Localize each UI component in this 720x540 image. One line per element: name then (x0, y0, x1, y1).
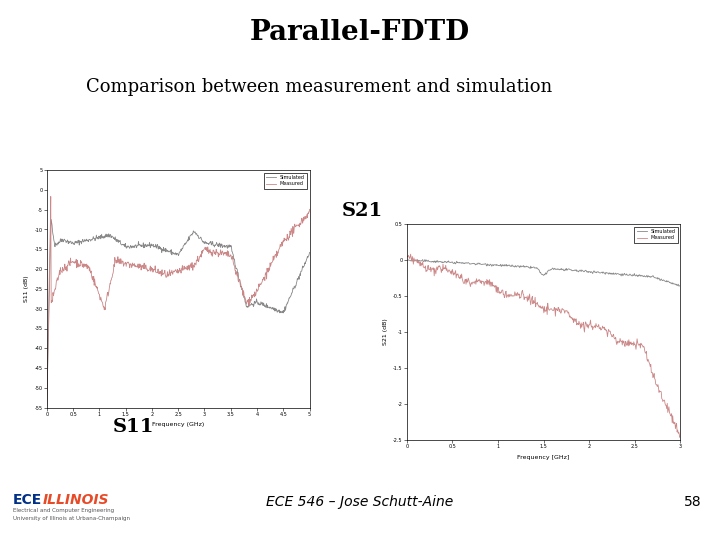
Simulated (42, 404, 51, 410)
Measured (676, 433, 685, 440)
Simulated (551, 266, 559, 273)
Legend: Simulated, Measured: Simulated, Measured (264, 173, 307, 189)
Simulated (676, 282, 685, 289)
Simulated (566, 266, 575, 273)
Simulated (533, 265, 541, 272)
Y-axis label: S11 (dB): S11 (dB) (24, 275, 29, 302)
Measured (240, 295, 249, 301)
Line: Measured: Measured (47, 197, 310, 406)
Text: S21: S21 (342, 202, 383, 220)
Simulated (218, 243, 227, 249)
Simulated (110, 237, 119, 243)
Measured (670, 420, 679, 427)
Measured (305, 206, 314, 213)
Measured (198, 250, 207, 256)
Text: ILLINOIS: ILLINOIS (43, 493, 109, 507)
Text: University of Illinois at Urbana-Champaign: University of Illinois at Urbana-Champai… (13, 516, 130, 521)
Text: S11: S11 (112, 418, 154, 436)
Measured (533, 299, 541, 306)
Measured (110, 254, 119, 261)
Measured (551, 313, 559, 320)
Simulated (535, 266, 544, 273)
Simulated (408, 256, 416, 262)
Line: Simulated: Simulated (407, 259, 680, 286)
Simulated (627, 272, 636, 279)
Line: Measured: Measured (407, 254, 680, 437)
Measured (675, 434, 684, 441)
Simulated (162, 246, 171, 252)
Y-axis label: S21 (dB): S21 (dB) (382, 319, 387, 346)
X-axis label: Frequency (GHz): Frequency (GHz) (152, 422, 204, 428)
Measured (89, 273, 98, 280)
Legend: Simulated, Measured: Simulated, Measured (634, 227, 678, 243)
Simulated (675, 283, 683, 289)
Simulated (198, 237, 207, 244)
Text: 58: 58 (685, 495, 702, 509)
Text: Comparison between measurement and simulation: Comparison between measurement and simul… (86, 78, 553, 96)
Simulated (402, 257, 411, 264)
Line: Simulated: Simulated (47, 220, 310, 407)
Measured (566, 313, 575, 319)
Measured (627, 341, 636, 348)
Simulated (240, 299, 249, 306)
Simulated (670, 281, 679, 287)
Text: Electrical and Computer Engineering: Electrical and Computer Engineering (13, 508, 114, 512)
Text: ECE: ECE (13, 493, 42, 507)
Measured (42, 403, 51, 409)
Text: ECE 546 – Jose Schutt-Aine: ECE 546 – Jose Schutt-Aine (266, 495, 454, 509)
Measured (162, 274, 171, 281)
Simulated (47, 217, 55, 223)
Text: Parallel-FDTD: Parallel-FDTD (250, 19, 470, 46)
Measured (406, 251, 415, 258)
Measured (46, 193, 55, 200)
Simulated (89, 235, 98, 242)
Simulated (305, 249, 314, 255)
Measured (535, 303, 544, 310)
Measured (218, 249, 227, 255)
X-axis label: Frequency [GHz]: Frequency [GHz] (518, 455, 570, 460)
Measured (402, 254, 411, 260)
